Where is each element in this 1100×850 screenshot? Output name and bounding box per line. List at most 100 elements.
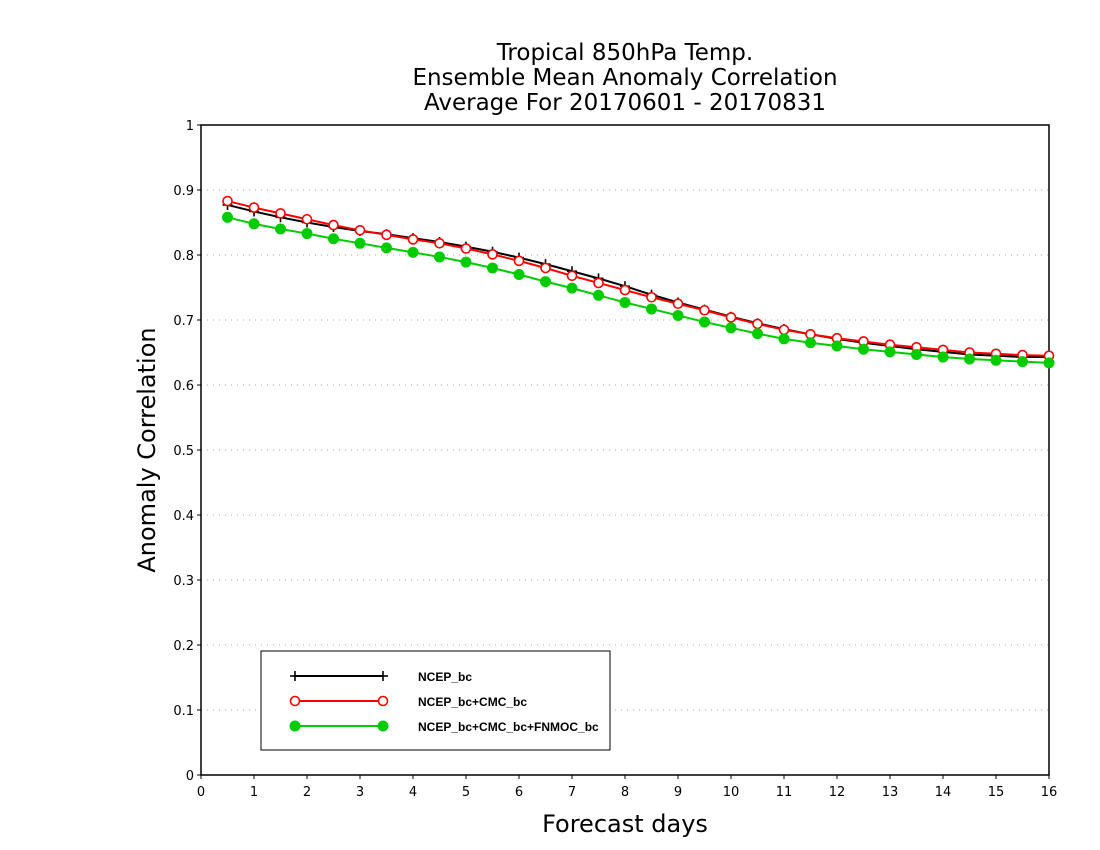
data-point-1 (672, 298, 684, 310)
data-point-1 (381, 229, 392, 241)
x-tick-label: 9 (674, 785, 682, 800)
data-point-2 (699, 316, 710, 328)
chart-title: Tropical 850hPa Temp. Ensemble Mean Anom… (412, 40, 837, 116)
legend: NCEP_bc NCEP_bc+CMC_bc NCEP_bc+CMC_bc+FNMO… (260, 650, 611, 751)
data-point-2 (778, 333, 790, 345)
x-tick-label: 1 (250, 785, 258, 800)
series-2 (222, 211, 1055, 369)
data-point-2 (487, 262, 498, 274)
data-point-1 (248, 202, 260, 213)
data-point-2 (275, 223, 286, 235)
data-point-1 (460, 243, 472, 254)
data-point-1 (487, 249, 498, 260)
data-point-1 (513, 255, 525, 267)
data-point-2 (831, 340, 843, 352)
data-point-1 (593, 277, 604, 289)
data-point-1 (328, 219, 339, 231)
y-tick-label: 0.3 (173, 574, 194, 589)
data-point-1 (778, 324, 790, 336)
x-tick-label: 4 (409, 785, 417, 800)
data-point-2 (1043, 357, 1055, 369)
data-point-1 (540, 262, 551, 274)
data-point-2 (513, 269, 525, 280)
data-point-2 (540, 276, 551, 288)
data-point-2 (672, 309, 684, 321)
data-point-2 (858, 343, 869, 355)
title-line-2: Ensemble Mean Anomaly Correlation (412, 65, 837, 91)
data-point-2 (381, 242, 392, 254)
gridlines (201, 189, 1049, 711)
legend-entry: NCEP_bc+CMC_bc+FNMOC_bc (289, 720, 599, 734)
data-point-2 (328, 233, 339, 245)
data-point-legend-left (289, 720, 301, 732)
y-tick-label: 0.5 (173, 444, 194, 459)
data-point-2 (725, 322, 737, 334)
x-tick-label: 12 (829, 785, 846, 800)
y-axis-label: Anomaly Correlation (133, 327, 161, 572)
data-point-legend-left (290, 671, 300, 681)
x-tick-label: 6 (515, 785, 523, 800)
series-line (227, 200, 1050, 357)
x-tick-label: 14 (935, 785, 952, 800)
y-tick-label: 0 (186, 769, 194, 784)
x-tick-label: 10 (723, 785, 740, 800)
data-point-2 (593, 289, 604, 301)
x-tick-label: 15 (988, 785, 1005, 800)
legend-label: NCEP_bc+CMC_bc+FNMOC_bc (418, 720, 599, 734)
data-point-2 (805, 337, 816, 349)
y-tick-label: 0.1 (173, 704, 194, 719)
data-point-2 (990, 354, 1002, 366)
data-point-1 (407, 234, 419, 245)
y-tick-label: 0.8 (173, 249, 194, 264)
data-point-1 (619, 284, 631, 296)
data-point-2 (964, 353, 975, 365)
data-point-1 (699, 304, 710, 316)
plot-frame (200, 124, 1050, 776)
x-tick-label: 7 (568, 785, 576, 800)
x-tick-label: 5 (462, 785, 470, 800)
x-tick-label: 13 (882, 785, 899, 800)
data-point-2 (460, 256, 472, 268)
legend-entry: NCEP_bc (290, 670, 472, 684)
x-tick-label: 3 (356, 785, 364, 800)
y-axis-ticks: 0 0.1 0.2 0.3 0.4 0.5 0.6 0.7 0.8 0.9 1 (173, 119, 201, 784)
data-point-2 (646, 303, 657, 315)
data-point-2 (301, 228, 313, 240)
data-point-2 (1017, 356, 1028, 368)
data-point-1 (725, 312, 737, 323)
y-tick-label: 0.4 (173, 509, 194, 524)
legend-label: NCEP_bc+CMC_bc (418, 695, 527, 709)
title-line-3: Average For 20170601 - 20170831 (424, 90, 826, 116)
data-point-2 (434, 251, 445, 263)
y-tick-label: 0.7 (173, 314, 194, 329)
data-point-legend-left (289, 695, 301, 707)
x-axis-label: Forecast days (542, 810, 708, 838)
x-tick-label: 8 (621, 785, 629, 800)
data-point-2 (752, 328, 763, 340)
data-point-2 (354, 237, 366, 249)
series-0 (222, 199, 1054, 363)
data-point-legend-right (377, 720, 389, 732)
data-point-1 (275, 208, 286, 219)
y-tick-label: 1 (186, 119, 194, 134)
x-tick-label: 0 (197, 785, 205, 800)
data-point-1 (752, 318, 763, 330)
data-point-2 (222, 211, 233, 223)
data-point-legend-right (378, 671, 388, 681)
data-point-1 (566, 270, 578, 282)
data-point-legend-right (377, 695, 389, 707)
data-point-2 (911, 348, 922, 360)
data-point-1 (222, 195, 233, 207)
data-point-2 (248, 218, 260, 230)
legend-entry: NCEP_bc+CMC_bc (289, 695, 527, 709)
legend-label: NCEP_bc (418, 670, 472, 684)
series-1 (222, 195, 1055, 362)
data-point-2 (937, 351, 949, 363)
data-point-2 (407, 246, 419, 258)
x-tick-label: 16 (1041, 785, 1058, 800)
data-point-1 (354, 225, 366, 236)
series-lines (222, 195, 1055, 369)
x-tick-label: 11 (776, 785, 793, 800)
data-point-1 (301, 213, 313, 225)
